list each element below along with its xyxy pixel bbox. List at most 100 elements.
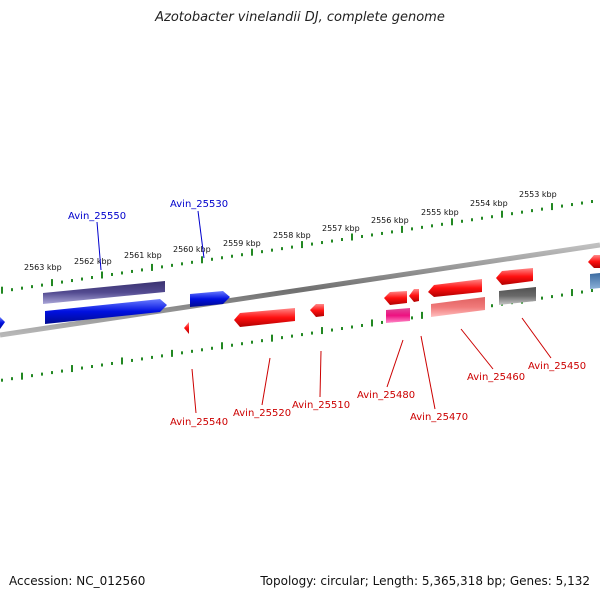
major-scale-tick	[151, 263, 153, 271]
minor-scale-tick	[331, 328, 333, 332]
major-scale-tick	[371, 319, 373, 327]
gene-arrow[interactable]	[496, 268, 533, 285]
minor-scale-tick	[481, 216, 483, 220]
major-scale-tick	[1, 286, 3, 294]
major-scale-tick	[301, 241, 303, 249]
minor-scale-tick	[461, 219, 463, 223]
minor-scale-tick	[31, 285, 33, 289]
minor-scale-tick	[41, 283, 43, 287]
minor-scale-tick	[51, 371, 53, 375]
gene-label[interactable]: Avin_25530	[170, 199, 228, 210]
leader-line	[420, 335, 436, 410]
gene-arrow[interactable]	[409, 289, 419, 302]
minor-scale-tick	[201, 348, 203, 352]
minor-scale-tick	[71, 279, 73, 283]
minor-scale-tick	[411, 227, 413, 231]
minor-scale-tick	[21, 286, 23, 290]
gene-label[interactable]: Avin_25540	[170, 417, 228, 428]
gene-label[interactable]: Avin_25520	[233, 408, 291, 419]
minor-scale-tick	[291, 245, 293, 249]
minor-scale-tick	[91, 276, 93, 280]
minor-scale-tick	[211, 346, 213, 350]
minor-scale-tick	[311, 242, 313, 246]
minor-scale-tick	[181, 262, 183, 266]
gene-arrow[interactable]	[234, 308, 295, 327]
major-scale-tick	[501, 210, 503, 218]
scale-tick-label: 2557 kbp	[322, 224, 360, 233]
major-scale-tick	[321, 327, 323, 335]
major-scale-tick	[351, 233, 353, 241]
scale-tick-label: 2562 kbp	[74, 257, 112, 266]
gene-arrow[interactable]	[590, 273, 600, 289]
scale-tick-label: 2553 kbp	[519, 190, 557, 199]
scale-tick-label: 2560 kbp	[173, 245, 211, 254]
leader-line	[460, 328, 494, 370]
minor-scale-tick	[411, 316, 413, 320]
minor-scale-tick	[131, 358, 133, 362]
leader-line	[197, 210, 205, 259]
major-scale-tick	[21, 372, 23, 380]
minor-scale-tick	[131, 269, 133, 273]
major-scale-tick	[201, 256, 203, 264]
gene-arrow[interactable]	[428, 279, 482, 297]
minor-scale-tick	[381, 320, 383, 324]
gene-label[interactable]: Avin_25550	[68, 211, 126, 222]
gene-arrow[interactable]	[588, 255, 600, 268]
gene-label[interactable]: Avin_25510	[292, 400, 350, 411]
gene-arrow[interactable]	[310, 304, 324, 317]
minor-scale-tick	[561, 293, 563, 297]
scale-tick-label: 2559 kbp	[223, 239, 261, 248]
minor-scale-tick	[591, 200, 593, 204]
major-scale-tick	[251, 248, 253, 256]
minor-scale-tick	[41, 372, 43, 376]
scale-tick-label: 2558 kbp	[273, 231, 311, 240]
minor-scale-tick	[331, 239, 333, 243]
minor-scale-tick	[591, 289, 593, 293]
gene-arrow[interactable]	[384, 291, 407, 305]
gene-arrow[interactable]	[190, 291, 230, 307]
major-scale-tick	[451, 218, 453, 226]
minor-scale-tick	[251, 340, 253, 344]
scale-tick-label: 2561 kbp	[124, 251, 162, 260]
gene-label[interactable]: Avin_25470	[410, 412, 468, 423]
minor-scale-tick	[551, 295, 553, 299]
minor-scale-tick	[541, 296, 543, 300]
gene-arrow[interactable]	[499, 287, 536, 305]
gene-label[interactable]: Avin_25480	[357, 390, 415, 401]
gene-arrow[interactable]	[184, 322, 189, 334]
genome-backbone	[0, 242, 600, 338]
minor-scale-tick	[521, 210, 523, 214]
minor-scale-tick	[361, 323, 363, 327]
gene-arrow[interactable]	[431, 297, 485, 317]
gene-arrow[interactable]	[386, 308, 410, 323]
minor-scale-tick	[191, 349, 193, 353]
outer-scale-track	[1, 200, 593, 294]
minor-scale-tick	[531, 209, 533, 213]
gene-arrow[interactable]	[0, 317, 5, 329]
leader-line	[386, 339, 404, 388]
leader-line	[191, 368, 197, 414]
minor-scale-tick	[231, 254, 233, 258]
minor-scale-tick	[1, 378, 3, 382]
minor-scale-tick	[61, 369, 63, 373]
minor-scale-tick	[181, 351, 183, 355]
major-scale-tick	[51, 279, 53, 287]
major-scale-tick	[421, 311, 423, 319]
minor-scale-tick	[281, 247, 283, 251]
minor-scale-tick	[431, 224, 433, 228]
gene-arrow[interactable]	[43, 281, 165, 304]
minor-scale-tick	[511, 212, 513, 216]
minor-scale-tick	[491, 215, 493, 219]
minor-scale-tick	[291, 334, 293, 338]
minor-scale-tick	[321, 241, 323, 245]
minor-scale-tick	[211, 257, 213, 261]
major-scale-tick	[551, 203, 553, 211]
gene-label[interactable]: Avin_25450	[528, 361, 586, 372]
major-scale-tick	[401, 225, 403, 233]
minor-scale-tick	[261, 250, 263, 254]
minor-scale-tick	[381, 231, 383, 235]
leader-line	[261, 357, 271, 406]
gene-arrow[interactable]	[45, 299, 167, 324]
gene-label[interactable]: Avin_25460	[467, 372, 525, 383]
minor-scale-tick	[391, 230, 393, 234]
